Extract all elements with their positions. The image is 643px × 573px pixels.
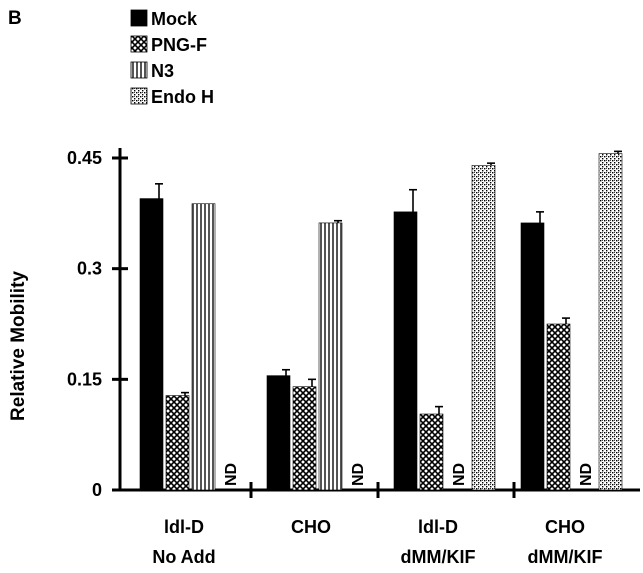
- y-tick-label: 0.45: [67, 148, 102, 168]
- bar-mock: [393, 211, 418, 491]
- nd-label: ND: [451, 463, 468, 486]
- x-category-sublabel: dMM/KIF: [401, 547, 476, 567]
- legend-swatch-endo-h: [130, 87, 148, 105]
- bar-mock: [520, 222, 545, 491]
- legend-swatch-mock: [130, 9, 148, 27]
- y-tick-label: 0.3: [77, 259, 102, 279]
- nd-label: ND: [578, 463, 595, 486]
- x-category-sublabel: No Add: [152, 547, 215, 567]
- x-category-label: ldl-D: [418, 517, 458, 537]
- bar-n3: [191, 203, 216, 491]
- legend-label: N3: [151, 61, 174, 81]
- bar-png-f: [165, 395, 190, 491]
- bar-endo-h: [598, 153, 623, 491]
- legend-swatch-n3: [130, 61, 148, 79]
- bar-png-f: [546, 323, 571, 491]
- y-axis-label: Relative Mobility: [8, 271, 29, 421]
- panel-label: B: [8, 8, 22, 29]
- x-category-sublabel: dMM/KIF: [528, 547, 603, 567]
- x-category-label: CHO: [545, 517, 585, 537]
- y-tick-label: 0: [92, 480, 102, 500]
- plot-area: 0 0.15 0.3 0.45 ND ldl-D No Add ND CHO ND ldl-D dMM…: [67, 148, 640, 567]
- bar-n3: [318, 222, 343, 491]
- legend-label: PNG-F: [151, 35, 207, 55]
- x-category-label: ldl-D: [164, 517, 204, 537]
- legend-label: Endo H: [151, 87, 214, 107]
- legend: Mock PNG-F N3 Endo H: [130, 9, 214, 107]
- nd-label: ND: [350, 463, 367, 486]
- x-category-label: CHO: [291, 517, 331, 537]
- y-tick-label: 0.15: [67, 369, 102, 389]
- nd-label: ND: [223, 463, 240, 486]
- bar-png-f: [419, 413, 444, 491]
- legend-swatch-png-f: [130, 35, 148, 53]
- bar-mock: [139, 198, 164, 491]
- bar-endo-h: [471, 165, 496, 491]
- legend-label: Mock: [151, 9, 198, 29]
- bar-png-f: [292, 386, 317, 491]
- bar-mock: [266, 375, 291, 491]
